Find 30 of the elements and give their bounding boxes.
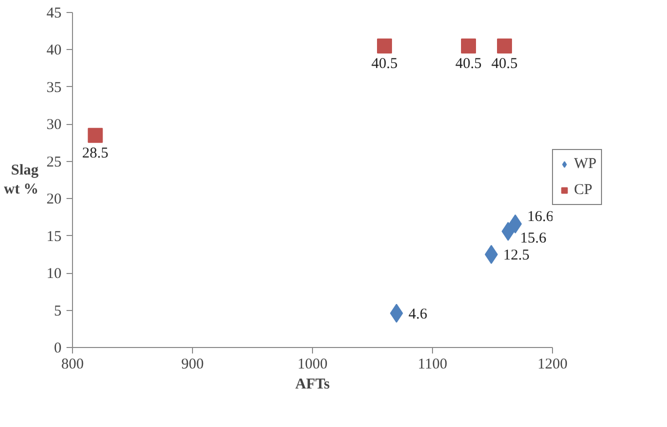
y-tick-label: 15 bbox=[46, 228, 62, 245]
data-label: 28.5 bbox=[82, 145, 108, 162]
y-axis-title: Slag wt % bbox=[4, 162, 39, 198]
point bbox=[497, 38, 512, 54]
data-label: 40.5 bbox=[371, 56, 398, 72]
y-tick-label: 25 bbox=[46, 154, 62, 170]
x-tick-label: 800 bbox=[61, 356, 84, 372]
y-tick-label: 5 bbox=[54, 303, 62, 320]
x-tick-label: 1200 bbox=[538, 356, 568, 372]
data-label: 12.5 bbox=[503, 247, 530, 264]
y-tick-label: 40 bbox=[46, 42, 62, 59]
y-tick-label: 45 bbox=[46, 6, 62, 22]
y-tick-label: 10 bbox=[46, 266, 62, 282]
data-label: 15.6 bbox=[520, 230, 547, 246]
legend-label: WP bbox=[574, 156, 596, 172]
x-axis-title: AFTs bbox=[295, 376, 330, 392]
point bbox=[461, 38, 476, 54]
y-tick-label: 20 bbox=[46, 192, 62, 208]
x-tick-label: 900 bbox=[181, 356, 204, 372]
legend-label: CP bbox=[574, 182, 594, 198]
y-tick-label: 30 bbox=[46, 117, 62, 134]
y-tick-label: 0 bbox=[54, 340, 62, 356]
data-label: 40.5 bbox=[491, 56, 518, 72]
point bbox=[377, 38, 392, 54]
x-tick-label: 1000 bbox=[298, 356, 328, 372]
data-label: 4.6 bbox=[408, 306, 428, 322]
x-tick-label: 1100 bbox=[418, 356, 448, 372]
y-tick-label: 35 bbox=[46, 80, 62, 96]
point bbox=[88, 128, 103, 143]
data-label: 40.5 bbox=[455, 56, 482, 72]
